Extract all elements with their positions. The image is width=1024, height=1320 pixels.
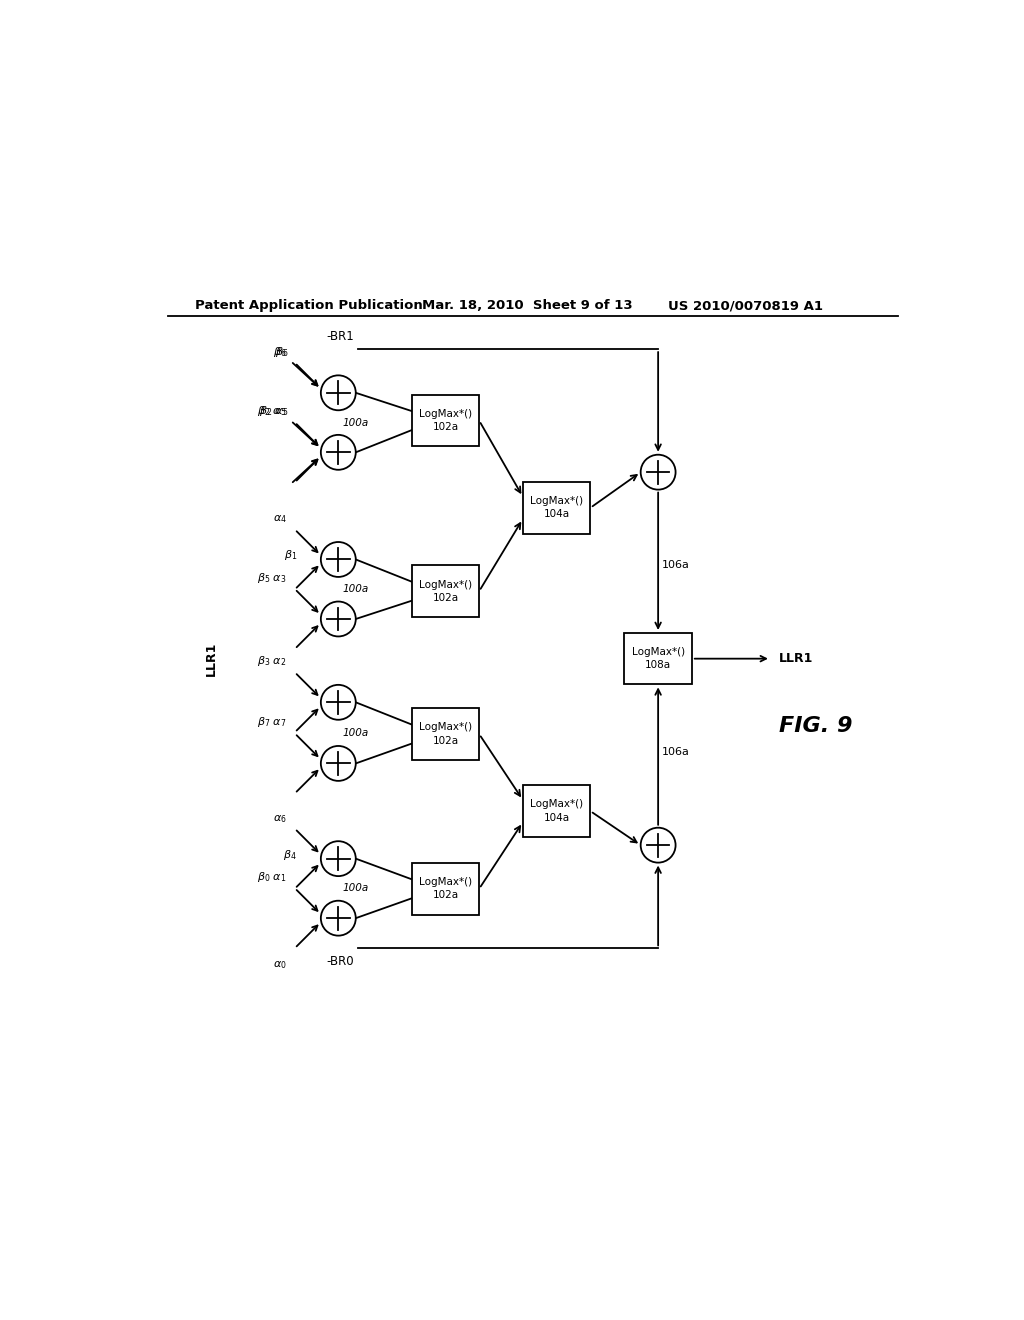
Bar [412, 395, 479, 446]
Text: FIG. 9: FIG. 9 [778, 717, 852, 737]
Circle shape [321, 900, 355, 936]
Text: $\alpha_6$: $\alpha_6$ [273, 813, 287, 825]
Text: LogMax*()
102a: LogMax*() 102a [419, 722, 472, 746]
Bar [412, 863, 479, 915]
Text: $\beta_2\ \alpha_5$: $\beta_2\ \alpha_5$ [257, 404, 287, 418]
Text: -BR1: -BR1 [327, 330, 354, 343]
Text: LogMax*()
102a: LogMax*() 102a [419, 878, 472, 900]
Text: LogMax*()
108a: LogMax*() 108a [632, 647, 685, 671]
Text: Mar. 18, 2010  Sheet 9 of 13: Mar. 18, 2010 Sheet 9 of 13 [422, 300, 632, 312]
Text: Patent Application Publication: Patent Application Publication [196, 300, 423, 312]
Circle shape [641, 828, 676, 862]
Text: 100a: 100a [342, 585, 369, 594]
Circle shape [321, 375, 355, 411]
Text: LogMax*()
104a: LogMax*() 104a [530, 496, 583, 520]
Circle shape [321, 746, 355, 781]
Text: $\beta_5\ \alpha_3$: $\beta_5\ \alpha_3$ [257, 570, 287, 585]
Text: $\beta_0\ \alpha_1$: $\beta_0\ \alpha_1$ [257, 870, 287, 884]
Text: LogMax*()
104a: LogMax*() 104a [530, 800, 583, 822]
Text: $\alpha_0$: $\alpha_0$ [273, 960, 287, 972]
Text: 100a: 100a [342, 417, 369, 428]
Circle shape [321, 543, 355, 577]
Text: $\beta_4$: $\beta_4$ [284, 847, 297, 862]
Text: $\beta_6$: $\beta_6$ [273, 345, 287, 359]
Bar [523, 785, 590, 837]
Circle shape [321, 602, 355, 636]
Text: $\beta_2\ \alpha_5$: $\beta_2\ \alpha_5$ [259, 404, 289, 418]
Text: $\beta_3\ \alpha_2$: $\beta_3\ \alpha_2$ [257, 655, 287, 668]
Text: $\beta_7\ \alpha_7$: $\beta_7\ \alpha_7$ [257, 715, 287, 729]
Text: 100a: 100a [342, 727, 369, 738]
Text: LogMax*()
102a: LogMax*() 102a [419, 409, 472, 432]
Text: $\beta_6$: $\beta_6$ [274, 345, 289, 359]
Text: 106a: 106a [663, 561, 690, 570]
Text: LogMax*()
102a: LogMax*() 102a [419, 579, 472, 603]
Text: 106a: 106a [663, 747, 690, 756]
Text: $\alpha_4$: $\alpha_4$ [272, 513, 287, 525]
Text: -BR0: -BR0 [327, 954, 354, 968]
Text: LLR1: LLR1 [779, 652, 813, 665]
Circle shape [321, 434, 355, 470]
Text: 100a: 100a [342, 883, 369, 894]
Text: US 2010/0070819 A1: US 2010/0070819 A1 [668, 300, 822, 312]
Circle shape [321, 841, 355, 876]
Bar [523, 482, 590, 533]
Circle shape [321, 685, 355, 719]
Bar [412, 565, 479, 616]
Text: $\beta_1$: $\beta_1$ [284, 549, 297, 562]
Circle shape [641, 454, 676, 490]
Bar [412, 709, 479, 760]
Bar [625, 632, 692, 685]
Text: LLR1: LLR1 [205, 642, 218, 676]
